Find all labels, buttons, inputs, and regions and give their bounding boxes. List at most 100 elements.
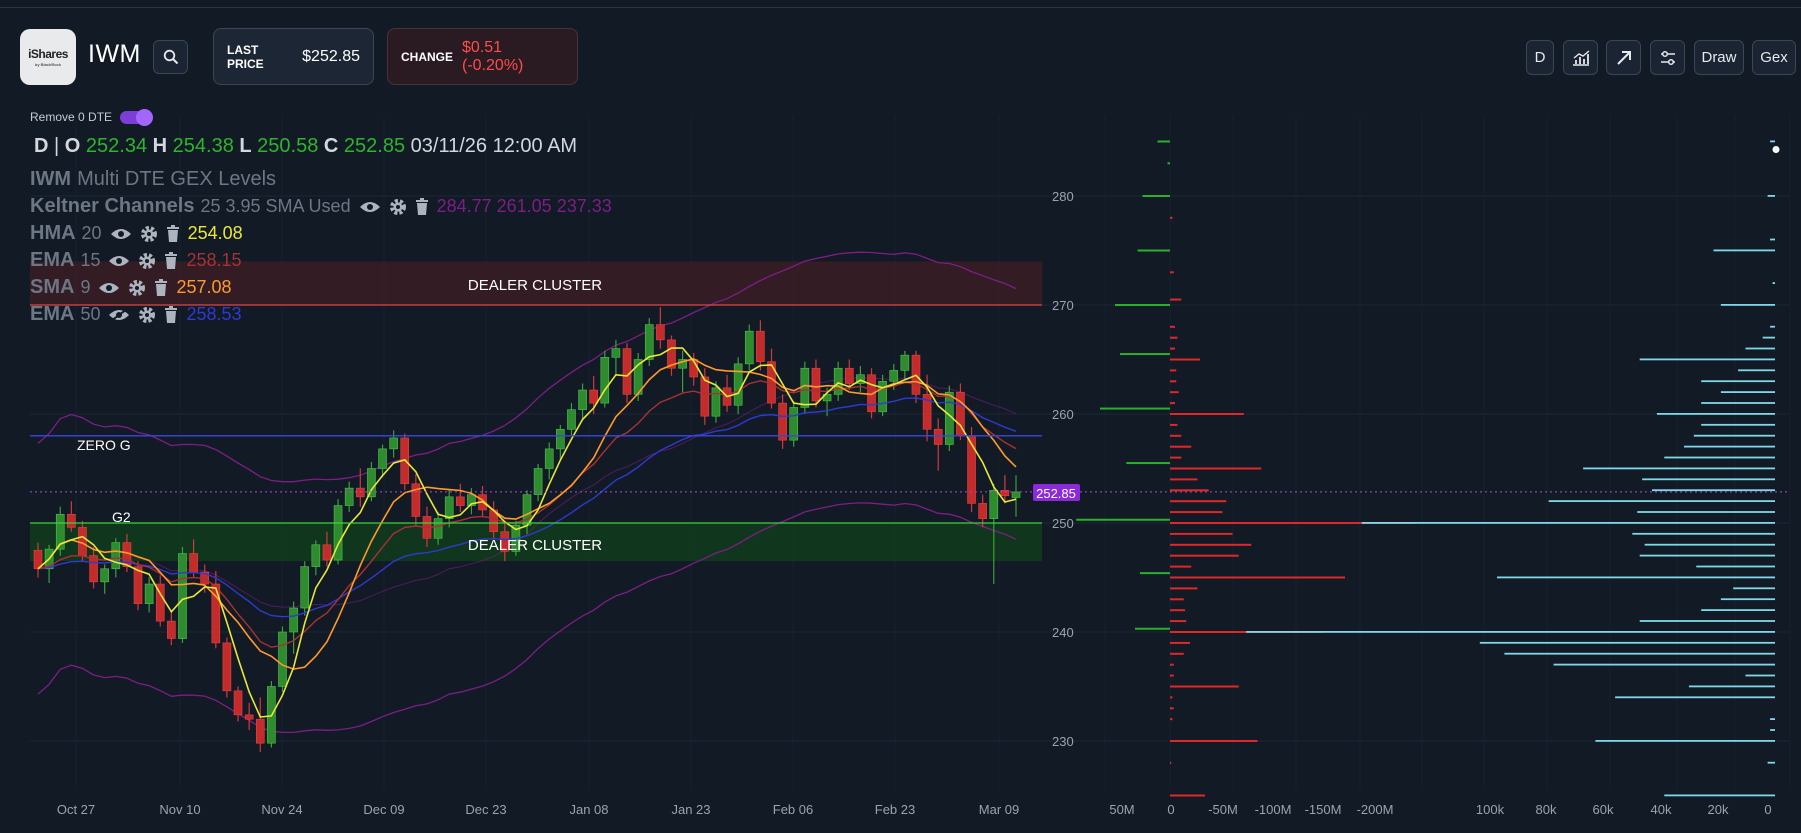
oi-bar xyxy=(1639,554,1775,557)
eye-icon[interactable] xyxy=(110,227,132,241)
gex-axis-tick: -50M xyxy=(1208,802,1238,817)
gex-bar-positive xyxy=(1135,627,1170,630)
trash-icon[interactable] xyxy=(166,225,180,242)
ishares-logo[interactable]: iShares by BlackRock xyxy=(20,29,76,85)
gex-button[interactable]: Gex xyxy=(1752,40,1796,75)
oi-axis-tick: 20k xyxy=(1708,802,1729,817)
oi-bar xyxy=(1583,467,1775,470)
interval-button[interactable]: D xyxy=(1526,40,1554,75)
gex-bar-negative xyxy=(1170,663,1174,666)
oi-axis-tick: 100k xyxy=(1476,802,1505,817)
keltner-upper xyxy=(37,251,1017,483)
price-axis-tick: 260 xyxy=(1052,407,1074,422)
oi-bar xyxy=(1548,500,1775,502)
indicator-name: HMA xyxy=(30,222,76,244)
eye-icon[interactable] xyxy=(98,281,120,295)
indicator-row-ema15: EMA 15 258.15 xyxy=(30,249,250,272)
candle xyxy=(967,435,976,504)
remove-0dte-toggle[interactable] xyxy=(120,108,154,126)
oi-bar xyxy=(1770,140,1775,143)
date-axis-tick: Dec 23 xyxy=(465,802,506,817)
gear-icon[interactable] xyxy=(138,306,156,324)
indicator-params: 20 xyxy=(81,223,102,243)
draw-button[interactable]: Draw xyxy=(1694,40,1744,75)
oi-bar xyxy=(1479,641,1775,644)
price-axis-tick: 250 xyxy=(1052,516,1074,531)
oi-bar xyxy=(1361,522,1775,524)
date-axis-tick: Jan 23 xyxy=(671,802,710,817)
candle xyxy=(456,496,465,506)
candle xyxy=(311,544,321,567)
candle xyxy=(667,339,676,369)
ohlc-open: 252.34 xyxy=(85,135,148,157)
candle xyxy=(856,374,865,384)
search-button[interactable] xyxy=(153,40,188,74)
gex-bar-negative xyxy=(1170,794,1205,797)
candle xyxy=(355,487,365,498)
oi-bar xyxy=(1701,402,1775,404)
gex-axis-tick: -150M xyxy=(1305,802,1342,817)
remove-0dte-label: Remove 0 DTE xyxy=(30,110,113,124)
gex-bar-positive xyxy=(1140,572,1170,575)
ohlc-high-label: H xyxy=(152,135,168,157)
oi-bar xyxy=(1632,532,1775,535)
search-icon xyxy=(163,49,178,65)
zero-g-label: ZERO G xyxy=(77,437,131,453)
gex-bar-negative xyxy=(1170,500,1227,503)
indicators-button[interactable] xyxy=(1563,40,1598,75)
eye-icon[interactable] xyxy=(359,200,381,214)
gex-bar-negative xyxy=(1170,380,1177,383)
gex-bar-positive xyxy=(1100,407,1170,410)
ema15-line xyxy=(37,380,1017,648)
gex-levels xyxy=(30,304,1790,524)
date-axis-tick: Feb 06 xyxy=(773,802,813,817)
indicator-value: 254.08 xyxy=(187,223,243,243)
date-axis-tick: Dec 09 xyxy=(363,802,404,817)
trash-icon[interactable] xyxy=(154,279,168,296)
oi-bar xyxy=(1738,369,1775,372)
indicator-params: 50 xyxy=(80,304,101,324)
candle xyxy=(211,583,221,644)
trash-icon[interactable] xyxy=(415,198,429,215)
price-axis-tick: 230 xyxy=(1052,734,1074,749)
dealer-cluster-top-label: DEALER CLUSTER xyxy=(468,277,602,294)
eye-off-icon[interactable] xyxy=(108,307,130,322)
gear-icon[interactable] xyxy=(389,198,407,216)
candle xyxy=(989,489,999,519)
gex-bar-negative xyxy=(1170,598,1184,601)
eye-icon[interactable] xyxy=(108,254,130,268)
date-axis-tick: Oct 27 xyxy=(57,802,95,817)
oi-bar xyxy=(1615,696,1775,699)
candle xyxy=(133,566,143,604)
trash-icon[interactable] xyxy=(164,252,178,269)
candle xyxy=(756,330,765,362)
trend-button[interactable] xyxy=(1606,40,1641,75)
gex-bar-negative xyxy=(1170,761,1172,764)
oi-bar xyxy=(1770,325,1775,328)
candle xyxy=(644,324,654,360)
candle xyxy=(389,437,398,450)
gex-bar-positive xyxy=(1115,304,1170,306)
gex-bar-negative xyxy=(1170,718,1173,721)
gear-icon[interactable] xyxy=(128,279,146,297)
trash-icon[interactable] xyxy=(164,306,178,323)
oi-bar xyxy=(1595,740,1775,742)
oi-bar xyxy=(1497,576,1775,579)
settings-button[interactable] xyxy=(1650,40,1685,75)
gear-icon[interactable] xyxy=(138,252,156,270)
candle xyxy=(978,503,987,519)
gex-bar-negative xyxy=(1170,445,1192,448)
indicator-value: 257.08 xyxy=(176,277,232,297)
oi-axis-tick: 40k xyxy=(1651,802,1672,817)
gex-bar-negative xyxy=(1170,423,1178,426)
oi-bar xyxy=(1246,631,1775,633)
keltner-lower xyxy=(37,502,1017,734)
candle xyxy=(322,544,332,561)
moving-averages xyxy=(37,347,1017,718)
oi-bar xyxy=(1772,282,1775,284)
sma9-line xyxy=(37,357,1017,670)
logo-text: iShares xyxy=(28,47,68,61)
gear-icon[interactable] xyxy=(140,225,158,243)
chart-indicator-icon xyxy=(1572,49,1589,66)
